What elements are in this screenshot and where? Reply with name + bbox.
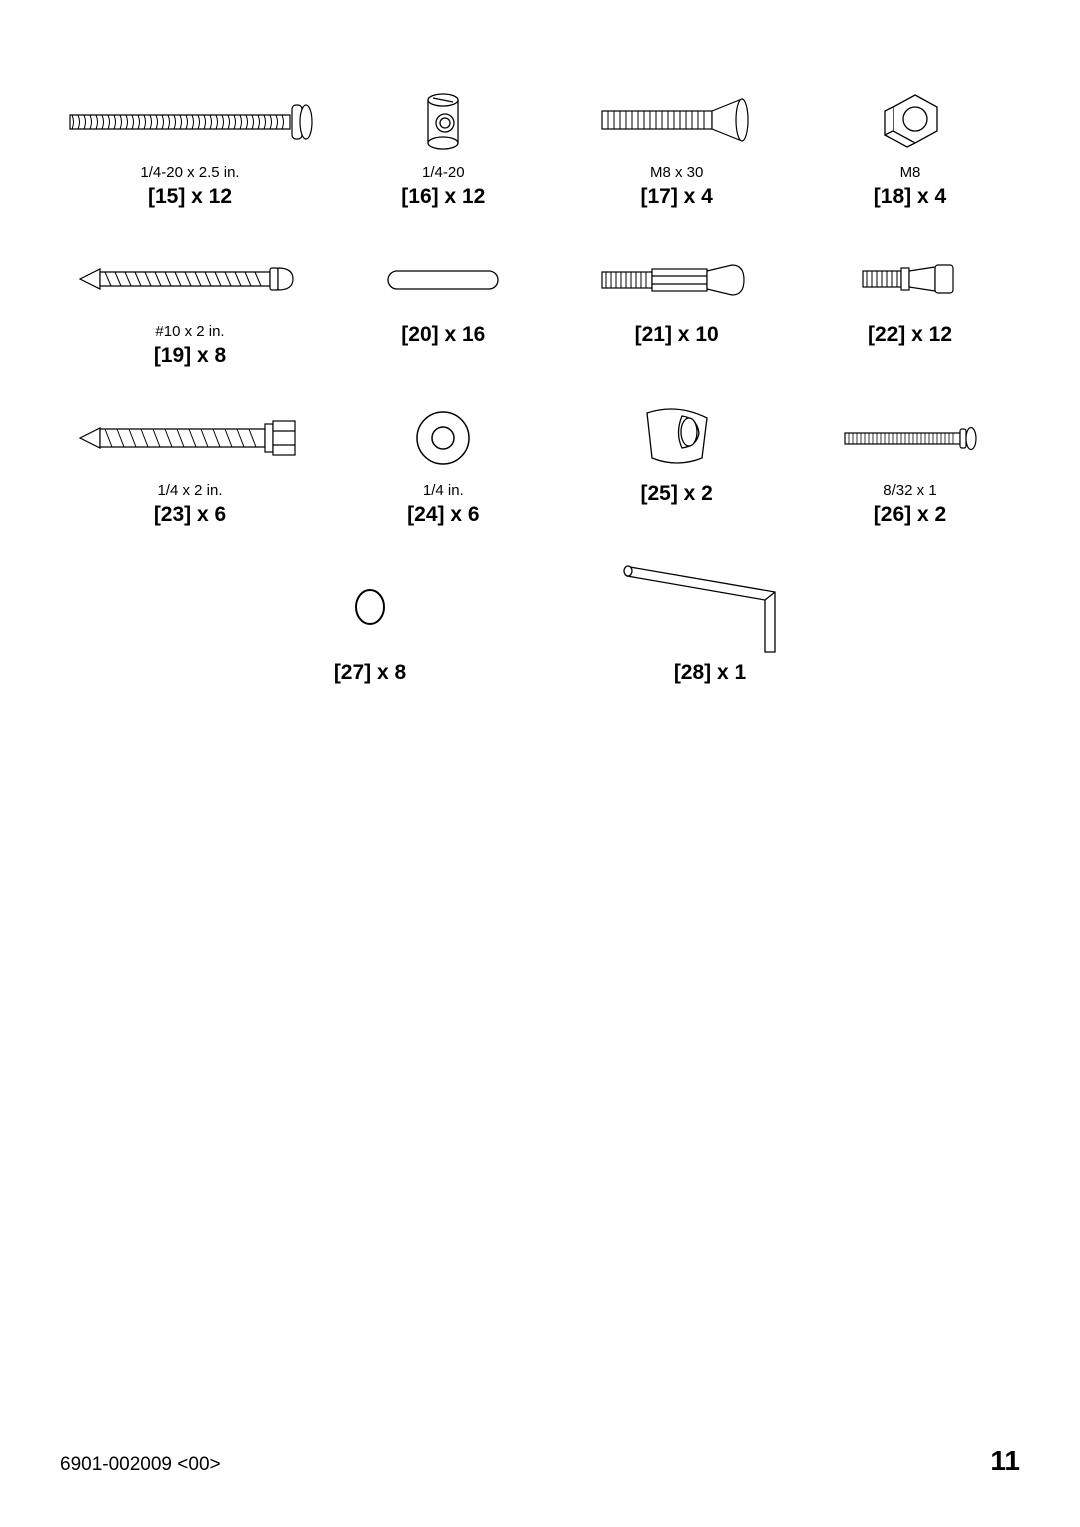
- part-28: [28] x 1: [600, 557, 820, 685]
- part-15: 1/4-20 x 2.5 in. [15] x 12: [60, 80, 320, 209]
- part-23-spec: 1/4 x 2 in.: [60, 482, 320, 499]
- part-21-illus: [567, 239, 787, 319]
- part-24: 1/4 in. [24] x 6: [333, 398, 553, 527]
- part-22: [22] x 12: [800, 239, 1020, 368]
- row-1: 1/4-20 x 2.5 in. [15] x 12 1/4-20: [60, 80, 1020, 209]
- part-15-spec: 1/4-20 x 2.5 in.: [60, 164, 320, 181]
- part-21: [21] x 10: [567, 239, 787, 368]
- part-15-label: [15] x 12: [60, 185, 320, 209]
- part-17-spec: M8 x 30: [567, 164, 787, 181]
- row-4: [27] x 8 [28] x 1: [60, 557, 1020, 685]
- part-16-label: [16] x 12: [333, 185, 553, 209]
- part-24-illus: [333, 398, 553, 478]
- part-20-label: [20] x 16: [333, 323, 553, 347]
- parts-inventory: 1/4-20 x 2.5 in. [15] x 12 1/4-20: [60, 80, 1020, 715]
- part-25-label: [25] x 2: [567, 482, 787, 506]
- row-2: #10 x 2 in. [19] x 8 [20] x 16: [60, 239, 1020, 368]
- part-26-spec: 8/32 x 1: [800, 482, 1020, 499]
- document-number: 6901-002009 <00>: [60, 1454, 221, 1476]
- part-19-illus: [60, 239, 320, 319]
- part-22-label: [22] x 12: [800, 323, 1020, 347]
- page-number: 11: [990, 1445, 1020, 1477]
- part-23-label: [23] x 6: [60, 503, 320, 527]
- part-18-label: [18] x 4: [800, 185, 1020, 209]
- part-24-label: [24] x 6: [333, 503, 553, 527]
- part-26-illus: [800, 398, 1020, 478]
- part-22-illus: [800, 239, 1020, 319]
- part-16: 1/4-20 [16] x 12: [333, 80, 553, 209]
- row-3: 1/4 x 2 in. [23] x 6 1/4 in. [24] x 6: [60, 398, 1020, 527]
- part-20-illus: [333, 239, 553, 319]
- part-17-label: [17] x 4: [567, 185, 787, 209]
- part-24-spec: 1/4 in.: [333, 482, 553, 499]
- part-28-label: [28] x 1: [600, 661, 820, 685]
- part-20: [20] x 16: [333, 239, 553, 368]
- part-18-spec: M8: [800, 164, 1020, 181]
- part-18: M8 [18] x 4: [800, 80, 1020, 209]
- part-19-spec: #10 x 2 in.: [60, 323, 320, 340]
- part-27-illus: [260, 557, 480, 657]
- part-27: [27] x 8: [260, 557, 480, 685]
- part-23: 1/4 x 2 in. [23] x 6: [60, 398, 320, 527]
- part-19: #10 x 2 in. [19] x 8: [60, 239, 320, 368]
- part-21-label: [21] x 10: [567, 323, 787, 347]
- part-17: M8 x 30 [17] x 4: [567, 80, 787, 209]
- part-25-illus: [567, 398, 787, 478]
- part-26: 8/32 x 1 [26] x 2: [800, 398, 1020, 527]
- part-17-illus: [567, 80, 787, 160]
- part-16-spec: 1/4-20: [333, 164, 553, 181]
- part-23-illus: [60, 398, 320, 478]
- part-16-illus: [333, 80, 553, 160]
- part-27-label: [27] x 8: [260, 661, 480, 685]
- page-footer: 6901-002009 <00> 11: [60, 1445, 1020, 1477]
- part-15-illus: [60, 80, 320, 160]
- part-19-label: [19] x 8: [60, 344, 320, 368]
- part-18-illus: [800, 80, 1020, 160]
- part-25: [25] x 2: [567, 398, 787, 527]
- part-28-illus: [600, 557, 820, 657]
- part-26-label: [26] x 2: [800, 503, 1020, 527]
